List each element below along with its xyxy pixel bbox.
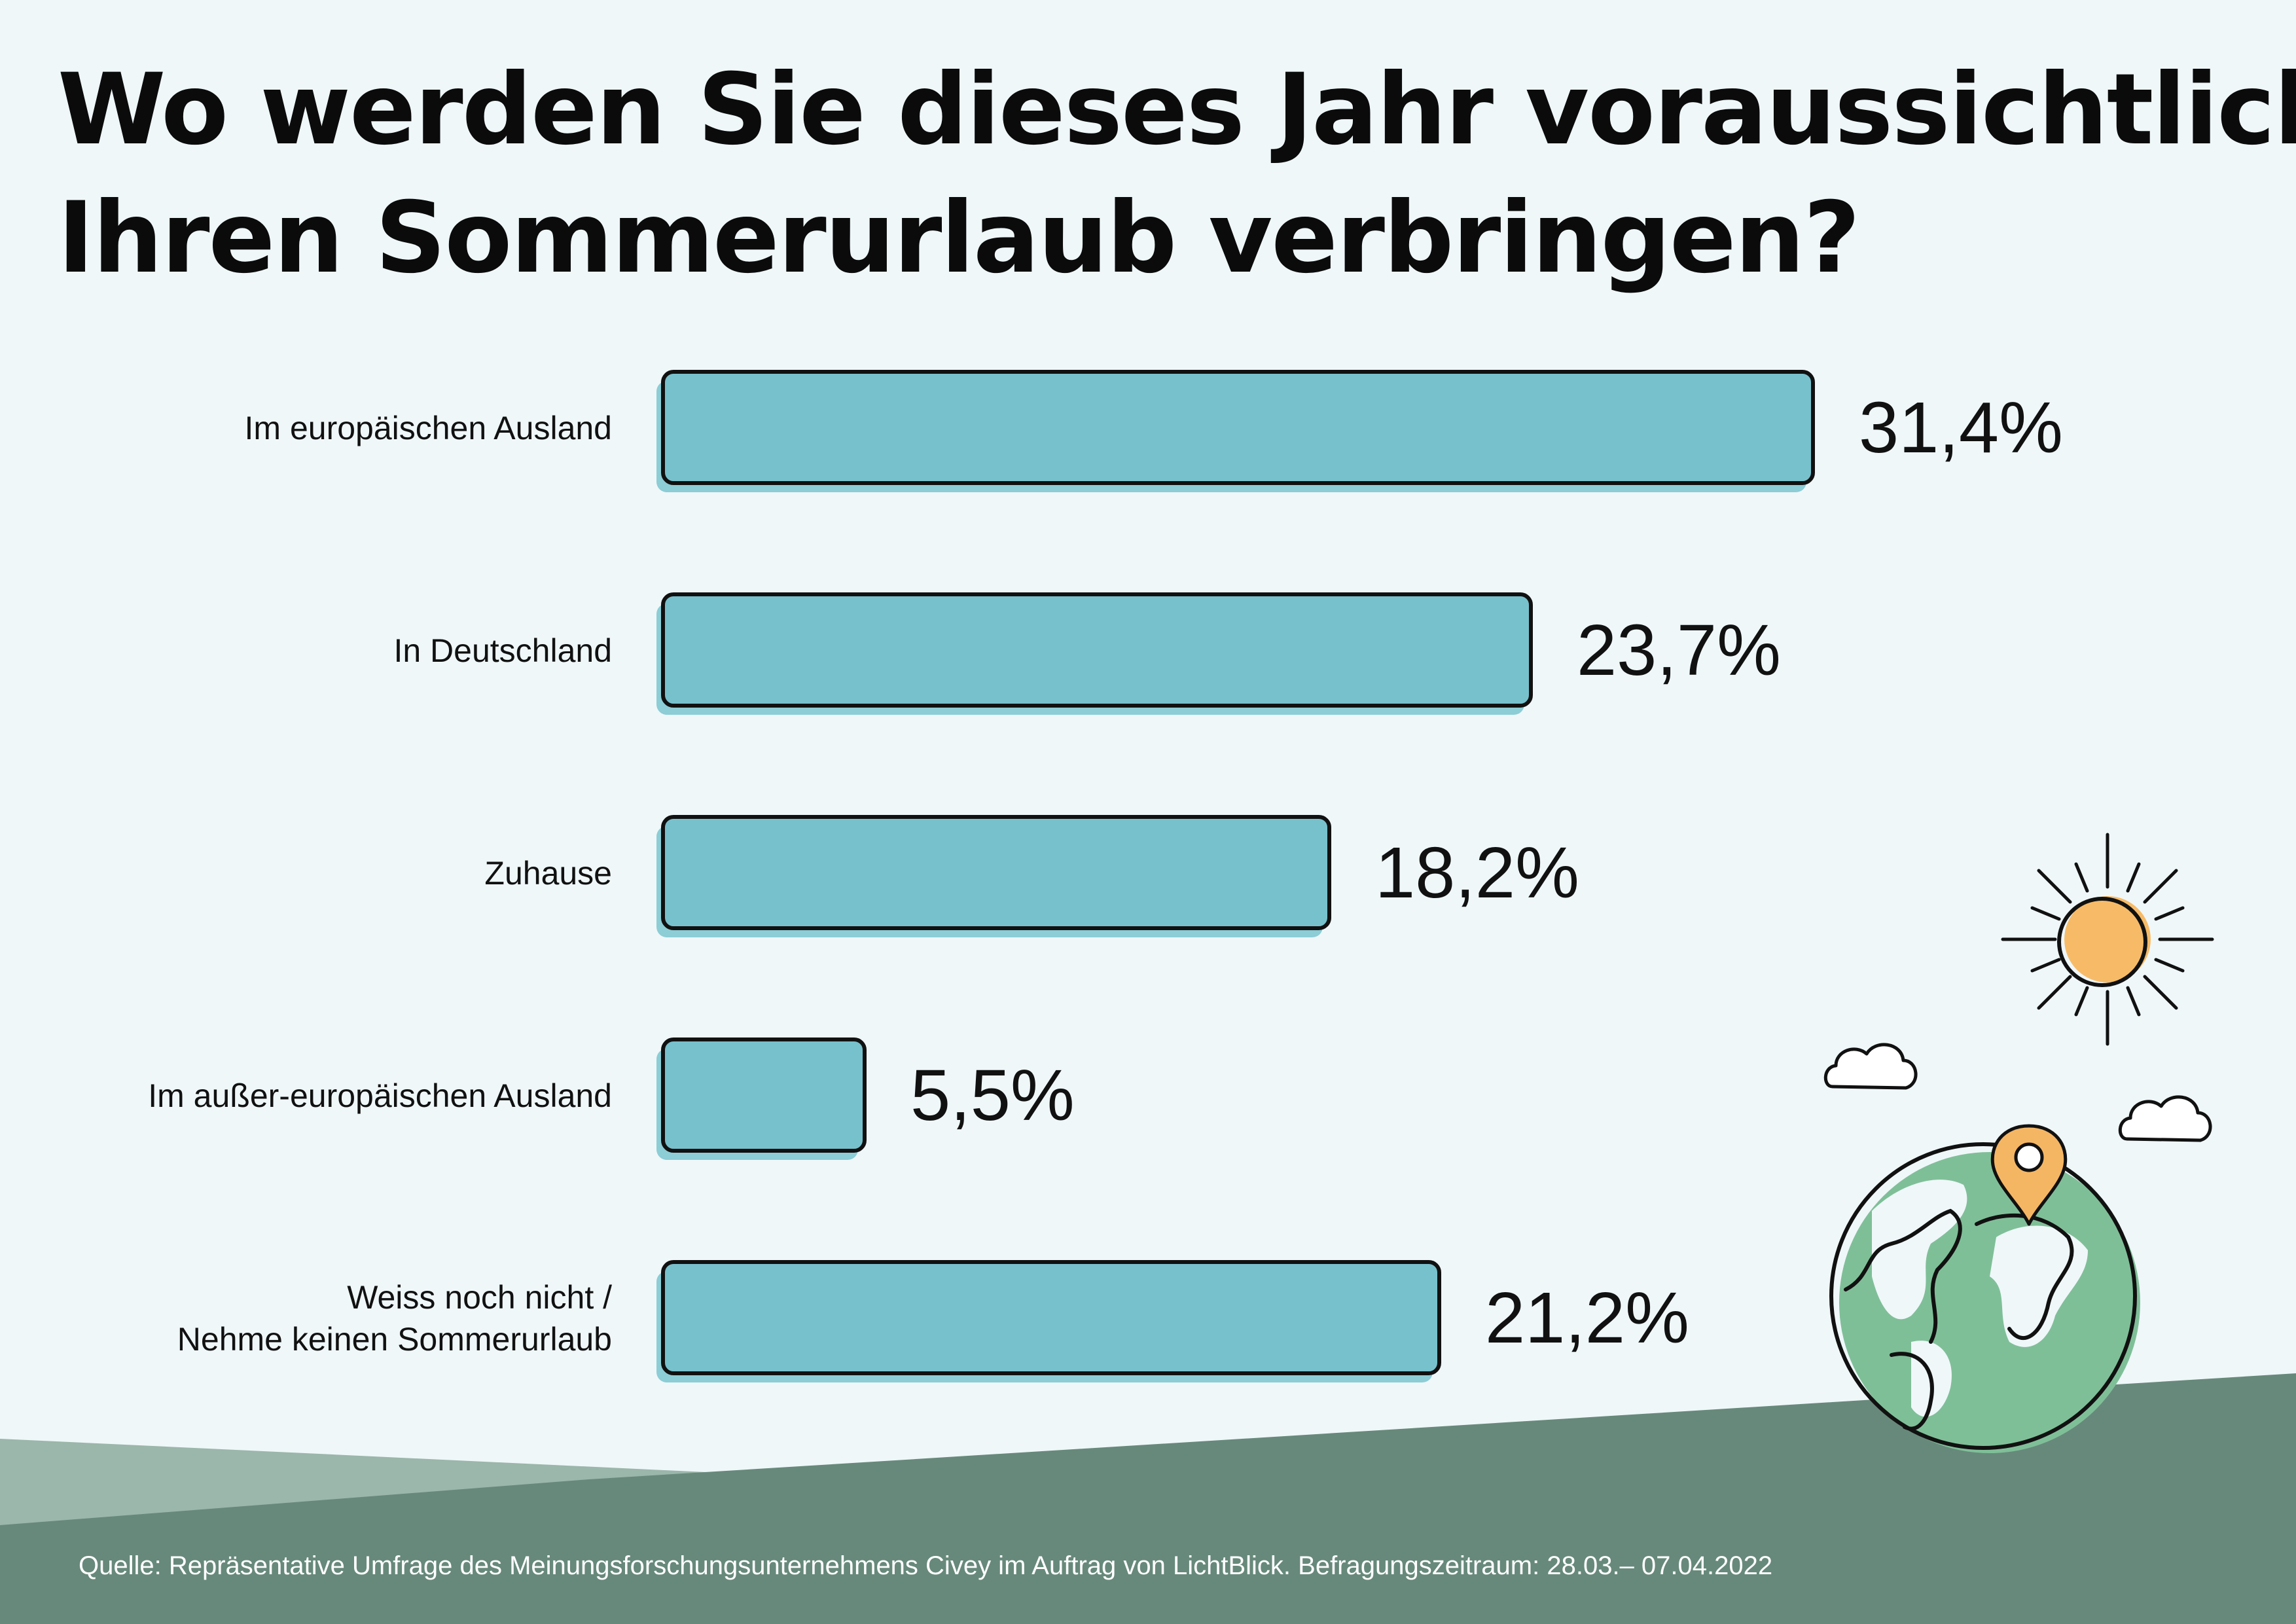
category-label: In Deutschland <box>393 632 612 669</box>
value-label: 23,7% <box>1577 610 1781 691</box>
globe-icon <box>1829 1142 2140 1453</box>
bar <box>661 815 1331 930</box>
value-label: 21,2% <box>1485 1278 1689 1358</box>
category-label: Im außer-europäischen Ausland <box>148 1077 612 1114</box>
value-label: 31,4% <box>1859 388 2063 468</box>
bar <box>661 1038 867 1153</box>
cloud-icon <box>2118 1095 2212 1142</box>
sun-icon <box>2001 833 2214 1046</box>
title-line-1: Wo werden Sie dieses Jahr voraussichtlic… <box>58 53 2296 167</box>
bar <box>661 370 1815 485</box>
location-pin-icon <box>1990 1124 2068 1226</box>
travel-illustration <box>1823 833 2214 1453</box>
hill-dark <box>0 1373 2296 1624</box>
category-label: Im europäischen Ausland <box>245 410 612 446</box>
value-label: 5,5% <box>910 1055 1075 1136</box>
category-label: Nehme keinen Sommerurlaub <box>177 1321 612 1358</box>
category-label: Weiss noch nicht / <box>347 1279 612 1316</box>
category-label: Zuhause <box>484 855 612 892</box>
bar <box>661 592 1533 708</box>
cloud-icon <box>1823 1043 1918 1090</box>
source-note: Quelle: Repräsentative Umfrage des Meinu… <box>79 1551 1773 1580</box>
chart-title: Wo werden Sie dieses Jahr voraussichtlic… <box>58 46 2296 302</box>
bar <box>661 1260 1441 1375</box>
title-line-2: Ihren Sommerurlaub verbringen? <box>58 181 1860 295</box>
value-label: 18,2% <box>1375 833 1579 913</box>
